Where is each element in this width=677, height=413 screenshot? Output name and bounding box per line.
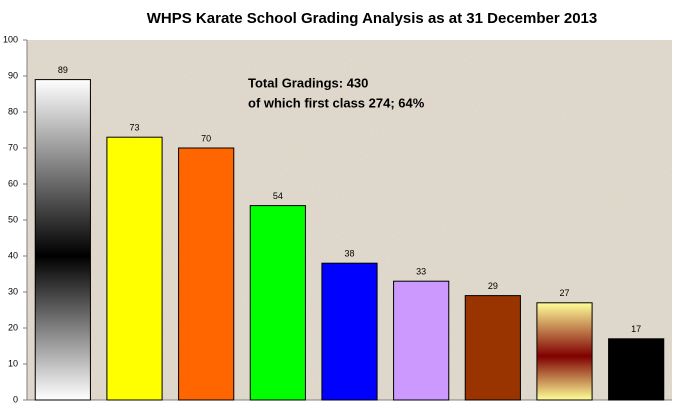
value-label: 73 xyxy=(129,123,139,133)
y-tick-label: 70 xyxy=(8,142,18,152)
y-tick-label: 90 xyxy=(8,70,18,80)
y-tick-label: 20 xyxy=(8,322,18,332)
bar xyxy=(249,205,306,401)
chart-title: WHPS Karate School Grading Analysis as a… xyxy=(147,10,597,27)
value-label: 54 xyxy=(273,191,283,201)
bar xyxy=(34,79,91,401)
y-tick-label: 80 xyxy=(8,106,18,116)
y-tick-label: 0 xyxy=(13,394,18,404)
bar xyxy=(321,262,378,401)
y-tick-label: 10 xyxy=(8,358,18,368)
annotation: of which first class 274; 64% xyxy=(248,95,425,110)
bar xyxy=(106,136,163,401)
bar xyxy=(393,280,450,401)
y-tick-label: 60 xyxy=(8,178,18,188)
bar xyxy=(464,295,521,401)
value-label: 17 xyxy=(631,324,641,334)
bar xyxy=(536,302,593,401)
annotation: Total Gradings: 430 xyxy=(248,75,368,90)
value-label: 38 xyxy=(344,249,354,259)
value-label: 70 xyxy=(201,133,211,143)
value-label: 89 xyxy=(58,65,68,75)
bar xyxy=(178,147,235,401)
value-label: 33 xyxy=(416,267,426,277)
bar xyxy=(608,338,665,401)
y-tick-label: 50 xyxy=(8,214,18,224)
value-label: 27 xyxy=(559,288,569,298)
y-tick-label: 40 xyxy=(8,250,18,260)
y-tick-label: 30 xyxy=(8,286,18,296)
value-label: 29 xyxy=(488,281,498,291)
y-tick-label: 100 xyxy=(3,34,18,44)
